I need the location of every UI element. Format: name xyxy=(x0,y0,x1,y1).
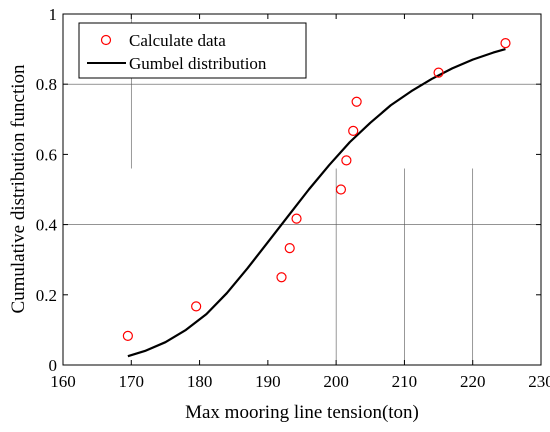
x-tick-label: 180 xyxy=(187,372,213,391)
data-point-circle xyxy=(291,213,302,224)
x-tick-label: 170 xyxy=(119,372,145,391)
x-tick-label: 220 xyxy=(460,372,486,391)
data-point-circle xyxy=(284,243,295,254)
x-tick-label: 190 xyxy=(255,372,281,391)
x-tick-label: 160 xyxy=(50,372,76,391)
y-tick-label: 0.6 xyxy=(36,145,57,164)
data-point-circle xyxy=(335,184,347,195)
data-point-circle xyxy=(348,125,359,136)
x-tick-label: 230 xyxy=(528,372,550,391)
gumbel-distribution-line xyxy=(127,48,506,358)
data-point-circle xyxy=(276,272,287,283)
data-point-circle xyxy=(341,155,352,166)
x-axis-title: Max mooring line tension(ton) xyxy=(185,402,419,423)
legend-marker-circle-icon xyxy=(100,34,112,46)
legend-label-calculate-data: Calculate data xyxy=(129,31,226,50)
x-axis-ticks: 160 170 180 190 200 210 220 230 xyxy=(50,14,550,391)
data-point-circle xyxy=(122,330,133,341)
y-axis-ticks: 0 0.2 0.4 0.6 0.8 1 xyxy=(36,5,541,375)
y-tick-label: 0.2 xyxy=(36,286,57,305)
data-point-circle xyxy=(191,301,202,312)
data-markers-layer xyxy=(122,38,511,341)
x-tick-label: 210 xyxy=(392,372,418,391)
y-tick-label: 1 xyxy=(49,5,58,24)
y-tick-label: 0 xyxy=(49,356,58,375)
y-tick-label: 0.4 xyxy=(36,216,58,235)
plot-frame xyxy=(62,13,542,366)
legend: Calculate data Gumbel distribution xyxy=(78,22,307,79)
gumbel-curve-layer xyxy=(127,48,506,358)
reference-lines xyxy=(63,14,541,365)
legend-box xyxy=(78,22,307,79)
data-point-circle xyxy=(351,96,362,107)
data-point-circle xyxy=(433,67,444,78)
y-axis-title: Cumulative distribution function xyxy=(8,64,29,314)
x-tick-label: 200 xyxy=(323,372,349,391)
legend-label-gumbel-distribution: Gumbel distribution xyxy=(129,54,267,73)
y-tick-label: 0.8 xyxy=(36,75,57,94)
data-point-circle xyxy=(500,38,511,49)
